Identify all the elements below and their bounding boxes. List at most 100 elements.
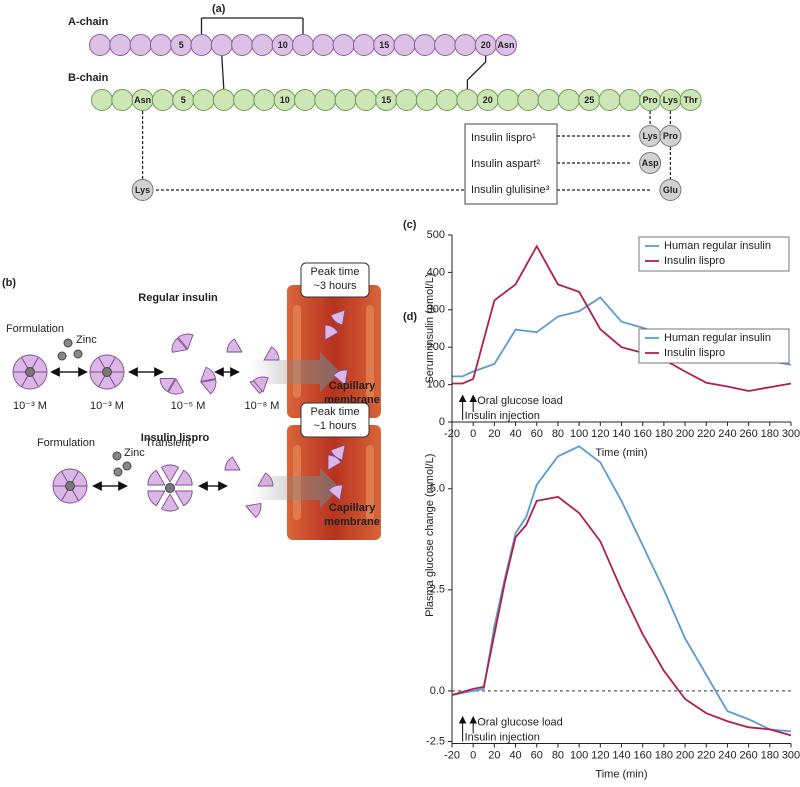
y-tick-label: -2.5 [426, 735, 445, 747]
hexamer-unit [161, 464, 179, 483]
residue-label: Pro [663, 131, 679, 141]
residue [598, 89, 621, 111]
vessel-wall [366, 445, 374, 520]
residue-label: Asn [134, 95, 151, 105]
residue [192, 89, 215, 111]
annotation: Oral glucose load [477, 395, 563, 407]
row-title: Insulin lispro [141, 432, 210, 444]
monomer [226, 338, 243, 353]
residue-label: Lys [135, 185, 150, 195]
residue-label: 10 [280, 95, 290, 105]
monomer [171, 337, 188, 353]
x-tick-label: 0 [470, 749, 476, 761]
panel-label: (c) [403, 219, 417, 231]
analog-box [464, 123, 558, 205]
residue [454, 34, 477, 56]
y-tick-label: 100 [427, 379, 445, 391]
y-tick-label: 0 [439, 416, 445, 428]
zinc-core [102, 367, 112, 377]
residue [495, 34, 517, 56]
row-title: Regular insulin [138, 292, 218, 304]
zinc-core [165, 483, 175, 493]
residue [354, 89, 377, 111]
monomer [328, 484, 344, 501]
zinc-ion [63, 338, 73, 348]
y-axis-label: Plasma glucose change (mmol/L) [424, 454, 436, 617]
residue [231, 34, 254, 56]
residue-label: 20 [483, 95, 493, 105]
y-tick-label: 5.0 [430, 483, 445, 495]
residue [292, 34, 314, 56]
x-tick-label: 180 [655, 428, 673, 440]
vessel-wall [366, 305, 374, 398]
residue [393, 34, 416, 56]
legend-label: Human regular insulin [664, 332, 771, 344]
residue [91, 89, 113, 111]
residue-label: 10 [278, 40, 288, 50]
residue [149, 34, 172, 56]
legend-label: Insulin lispro [664, 347, 725, 359]
formulation-label: Formulation [37, 437, 95, 449]
peak-box [300, 262, 370, 298]
capillary [287, 285, 381, 418]
series-line [452, 244, 792, 392]
connector [466, 56, 487, 89]
series-line [451, 495, 792, 737]
hexamer-unit [161, 493, 179, 512]
hexamer-unit [147, 490, 166, 507]
zinc-core [65, 481, 75, 491]
residue [233, 89, 256, 111]
x-tick-label: 60 [531, 428, 543, 440]
vessel-wall [293, 305, 301, 398]
transient-label: Transient [145, 437, 190, 449]
connector [221, 55, 225, 90]
x-tick-label: 140 [612, 749, 630, 761]
monomer [330, 309, 346, 326]
residue [639, 152, 662, 174]
residue [352, 34, 375, 56]
monomer [200, 366, 216, 382]
hexamer-unit [174, 490, 193, 507]
residue-label: 15 [379, 40, 389, 50]
x-tick-label: 60 [531, 749, 543, 761]
hexamer-unit [147, 469, 166, 486]
x-tick-label: 220 [697, 428, 715, 440]
x-tick-label: 40 [509, 428, 521, 440]
x-tick-label: 20 [488, 428, 500, 440]
residue [111, 89, 134, 111]
legend-box [638, 236, 790, 272]
x-tick-label: 120 [591, 749, 609, 761]
residue-label: Thr [683, 95, 698, 105]
monomer [324, 324, 339, 341]
residue [679, 89, 702, 111]
annotation: Insulin injection [465, 410, 540, 422]
legend-label: Human regular insulin [664, 240, 771, 252]
membrane-label: Capillary [329, 380, 376, 392]
series-line [451, 445, 792, 733]
concentration-label: 10⁻³ M [90, 400, 124, 412]
residue-label: 15 [381, 95, 391, 105]
residue [109, 34, 132, 56]
y-tick-label: 200 [427, 341, 445, 353]
residue-label: 5 [179, 40, 184, 50]
analog-name: Insulin lispro¹ [471, 132, 536, 144]
x-tick-label: 240 [718, 428, 736, 440]
monomer [327, 454, 342, 471]
panel-label: (d) [403, 311, 417, 323]
peak-box [300, 402, 370, 438]
peak-label: Peak time [311, 406, 360, 418]
y-axis-label: Serum insulin (pmol/L) [424, 273, 436, 383]
residue [517, 89, 540, 111]
panel-label: (a) [212, 3, 226, 15]
y-tick-label: 300 [427, 304, 445, 316]
monomer [168, 378, 184, 395]
residue-label: Lys [663, 95, 678, 105]
x-tick-label: 180 [655, 749, 673, 761]
residue [294, 89, 316, 111]
x-tick-label: 260 [739, 749, 757, 761]
diffusion-arrow [250, 352, 340, 392]
residue [434, 34, 457, 56]
residue [557, 89, 580, 111]
peak-label: ~1 hours [313, 420, 357, 432]
